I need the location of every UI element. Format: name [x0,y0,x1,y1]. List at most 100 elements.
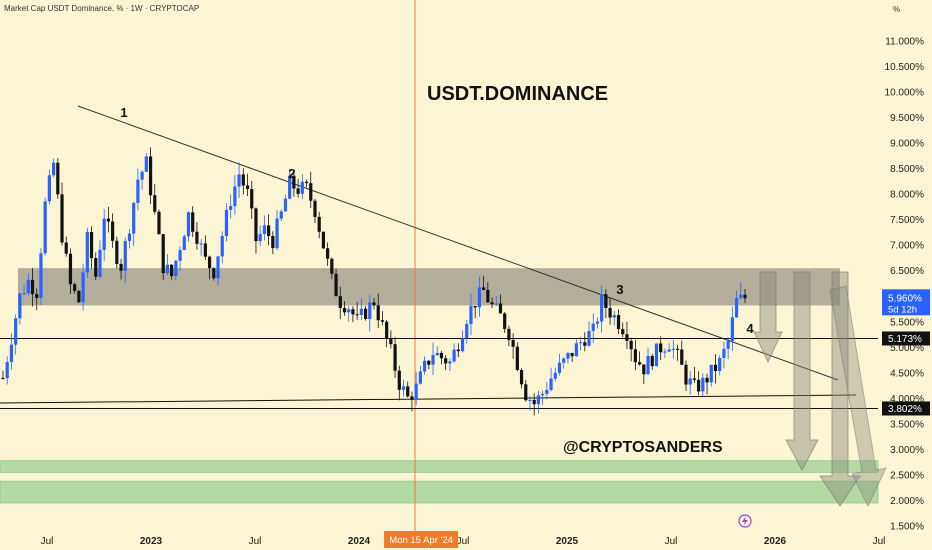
candle-body [536,395,541,405]
candle-body [486,289,490,303]
candle-body [258,234,262,242]
price-tick-label: 6.500% [890,266,924,277]
lightning-icon[interactable] [738,514,752,528]
price-tick-label: 1.500% [890,522,924,533]
candle-body [692,378,697,380]
current-price-countdown: 5d 12h [888,304,917,315]
time-tick-label: Jul [873,536,886,547]
level-price-label: 3.802% [888,404,922,415]
time-tick-label: Jul [249,536,262,547]
candle-body [174,260,178,276]
candle-body [688,378,692,385]
candle-body [182,236,186,251]
price-axis-unit[interactable]: % [893,5,900,14]
candle-body [250,189,254,209]
candle-body [621,329,625,335]
candle-body [233,186,237,207]
resistance-zone [18,268,840,306]
candle-body [9,344,14,363]
candle-body [89,231,94,259]
candle-body [638,362,642,365]
candle-body [186,212,191,237]
trendline-point-label: 4 [746,321,754,336]
candle-body [612,315,616,318]
candle-body [300,181,304,194]
candle-body [718,357,722,372]
watermark: @CRYPTOSANDERS [563,439,723,456]
candle-body [422,360,427,372]
candle-body [739,294,743,299]
candle-body [469,305,473,325]
candle-body [507,328,511,340]
candle-body [372,302,376,306]
candle-body [292,175,296,189]
time-tick-label: 2026 [764,536,787,547]
candle-body [267,225,271,237]
projection-arrow [785,271,819,472]
candle-body [35,294,39,298]
candle-body [435,352,439,356]
candle-body [140,171,144,180]
candle-body [304,181,309,184]
candle-body [663,351,667,353]
candle-body [351,309,355,315]
candle-body [401,386,406,390]
candle-body [165,264,170,274]
price-tick-label: 10.500% [885,62,925,73]
candle-body [216,256,220,279]
candle-body [667,349,671,352]
time-tick-label: 2023 [140,536,163,547]
chart-title: USDT.DOMINANCE [427,83,608,105]
price-tick-label: 7.500% [890,215,924,226]
candle-body [385,321,389,339]
candle-body [43,201,47,254]
price-tick-label: 5.500% [890,317,924,328]
candle-body [625,334,629,341]
candle-body [14,318,18,345]
candle-body [680,349,684,365]
candle-body [477,287,481,308]
crosshair-date-tag [384,531,459,548]
candle-body [633,349,637,363]
time-tick-label: Jul [665,536,678,547]
candle-body [245,185,250,190]
candle-body [56,162,60,195]
candle-body [528,399,532,401]
candle-body [207,256,212,269]
candle-body [220,236,224,257]
time-axis[interactable]: Jul 2023 Jul 2024 Jul 2025 Jul 2026 Jul Mon 15 Ap… [41,531,886,548]
candle-body [98,249,102,277]
price-tick-label: 2.000% [890,496,924,507]
level-price-tag [882,401,930,416]
chart-header-symbol: Market Cap USDT Dominance, % · 1W · CRYP… [4,4,199,13]
price-tick-label: 9.500% [890,113,924,124]
candle-body [317,216,321,232]
trendline-point-label: 3 [616,282,623,297]
candle-body [566,352,570,359]
candle-body [439,352,444,359]
candle-body [494,303,498,305]
candle-body [697,379,701,392]
candle-body [511,339,515,347]
candle-body [654,343,659,367]
candle-body [191,212,195,232]
candle-body [722,348,726,358]
price-tick-label: 2.500% [890,470,924,481]
candle-body [224,209,229,237]
candle-body [473,305,477,308]
candle-body [338,296,342,309]
candle-body [389,338,393,345]
candle-body [157,211,161,235]
candle-body [237,174,241,187]
candle-body [726,341,730,349]
time-tick-label: 2024 [348,536,371,547]
candle-body [642,364,646,375]
candle-body [229,206,233,210]
candle-body [326,248,330,259]
support-line [0,394,857,404]
candle-body [465,324,469,339]
candle-body [684,364,688,385]
candle-body [136,179,140,203]
candle-body [262,225,266,235]
